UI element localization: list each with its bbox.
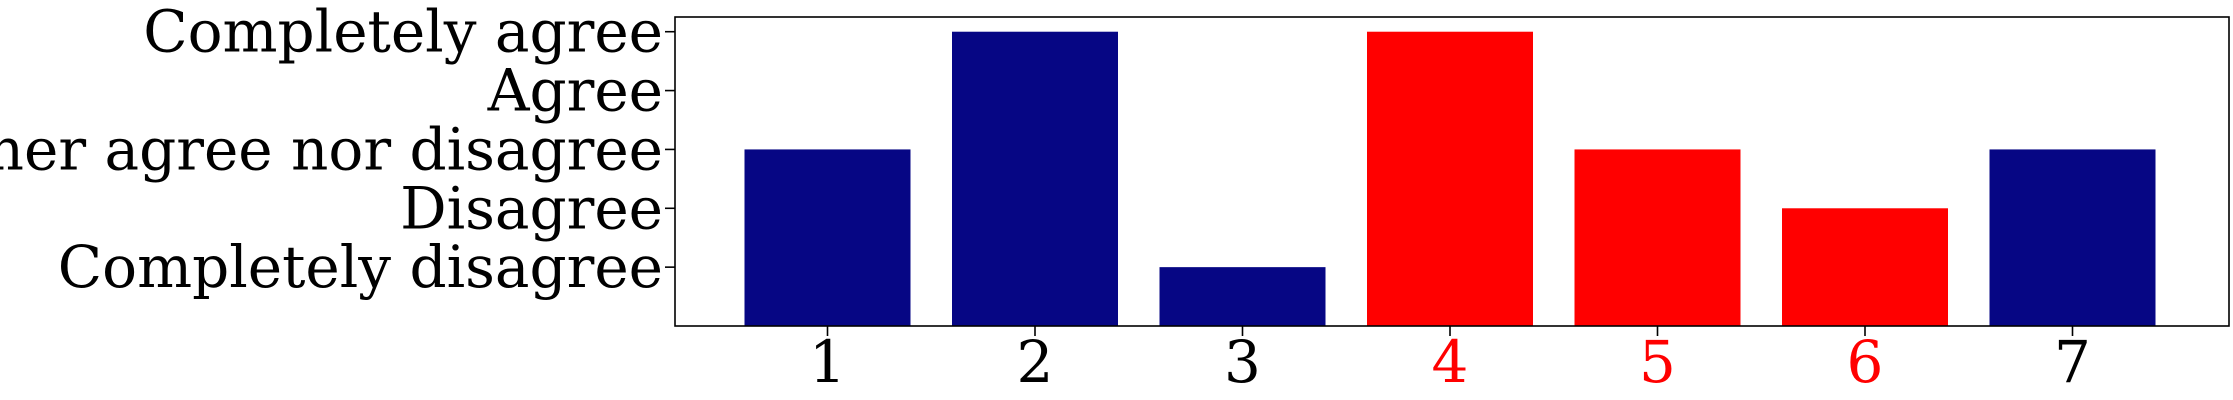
- y-tick-label: Neither agree nor disagree: [0, 115, 663, 183]
- y-tick-label: Disagree: [400, 174, 663, 242]
- x-axis: 1 2 3 4 5 6 7: [809, 326, 2091, 396]
- y-axis: Completely disagreeDisagreeNeither agree…: [0, 0, 675, 301]
- x-tick-label: 1: [809, 328, 846, 396]
- bar-3: [1159, 267, 1326, 326]
- bars-group: [744, 31, 2156, 326]
- x-tick-label: 7: [2054, 328, 2091, 396]
- x-tick-label: 5: [1639, 328, 1676, 396]
- x-tick-label: 3: [1224, 328, 1261, 396]
- x-tick-label: 4: [1432, 328, 1469, 396]
- y-tick-label: Completely disagree: [58, 233, 663, 301]
- bar-4: [1367, 31, 1533, 326]
- plot-frame: [674, 16, 2230, 327]
- bar-2: [952, 31, 1118, 326]
- x-tick-label: 6: [1847, 328, 1884, 396]
- bar-6: [1782, 208, 1948, 326]
- bar-1: [744, 149, 911, 326]
- y-tick-label: Agree: [487, 57, 663, 125]
- x-tick-label: 2: [1017, 328, 1054, 396]
- y-tick-label: Completely agree: [143, 0, 663, 66]
- bar-7: [1989, 149, 2156, 326]
- bar-5: [1574, 149, 1741, 326]
